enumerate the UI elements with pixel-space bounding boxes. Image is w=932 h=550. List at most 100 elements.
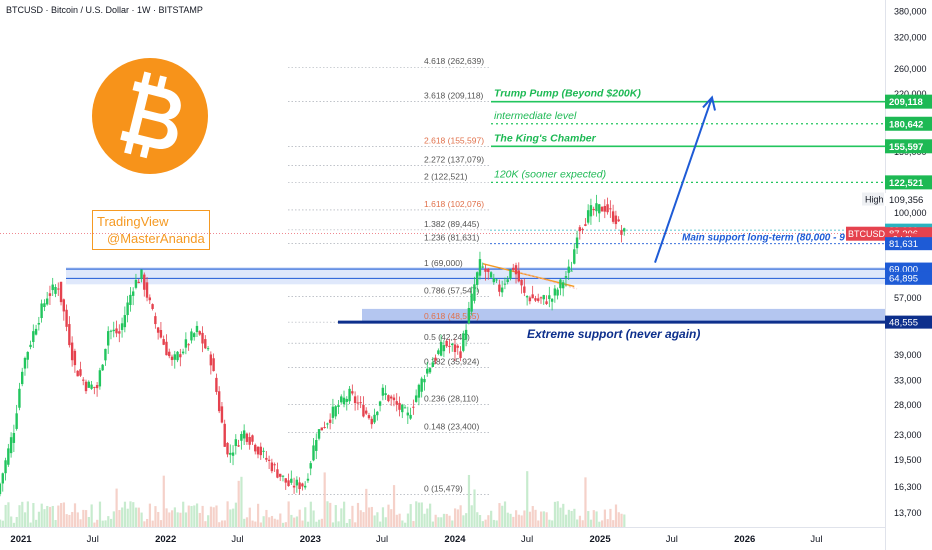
volume-bar (238, 481, 240, 527)
candle-body (312, 445, 314, 460)
candle-body (74, 351, 76, 365)
target-label: Trump Pump (Beyond $200K) (494, 88, 641, 100)
volume-bar (132, 502, 134, 527)
volume-bar (66, 514, 68, 527)
candle-body (229, 453, 231, 455)
volume-bar (357, 503, 359, 527)
candle-body (179, 354, 181, 357)
candle-body (609, 208, 611, 209)
volume-bar (46, 506, 48, 527)
volume-bar (310, 502, 312, 527)
volume-bar (396, 515, 398, 527)
candle-body (60, 282, 62, 302)
candle-body (135, 280, 137, 288)
candle-body (362, 405, 364, 417)
volume-bar (382, 507, 384, 527)
candle-body (71, 343, 73, 361)
candle-body (93, 387, 95, 388)
volume-bar (271, 516, 273, 527)
volume-bar (401, 520, 403, 527)
extreme-support-label: Extreme support (never again) (527, 327, 700, 341)
price-tick-label: 28,000 (894, 400, 922, 410)
volume-bar (509, 514, 511, 527)
candle-body (346, 399, 348, 402)
candle-body (221, 406, 223, 422)
volume-bar (7, 502, 9, 527)
price-tag-label: 109,356 (889, 195, 923, 206)
volume-bar (482, 521, 484, 527)
candle-body (104, 349, 106, 360)
candle-body (518, 270, 520, 281)
volume-bar (149, 504, 151, 527)
volume-bar (354, 522, 356, 527)
price-tick-label: 380,000 (894, 6, 927, 16)
volume-bar (548, 520, 550, 527)
candle-body (409, 415, 411, 419)
time-tick-label: 2021 (10, 534, 32, 545)
price-tick-label: 260,000 (894, 64, 927, 74)
candle-body (415, 395, 417, 401)
volume-bar (226, 501, 228, 527)
candle-body (76, 371, 78, 376)
candle-body (293, 486, 295, 488)
candle-body (529, 297, 531, 301)
volume-bar (496, 520, 498, 527)
candle-body (418, 385, 420, 398)
candle-body (323, 427, 325, 428)
volume-bar (485, 520, 487, 527)
candle-body (54, 287, 56, 294)
candle-body (215, 378, 217, 392)
volume-bar (443, 514, 445, 527)
volume-bar (71, 512, 73, 527)
volume-bar (174, 507, 176, 527)
volume-bar (379, 522, 381, 527)
candle-body (329, 420, 331, 423)
volume-bar (290, 515, 292, 527)
candle-body (182, 352, 184, 354)
volume-bar (293, 518, 295, 527)
volume-bar (41, 504, 43, 527)
candle-body (468, 308, 470, 323)
volume-bar (285, 522, 287, 527)
volume-bar (263, 516, 265, 527)
volume-bar (559, 508, 561, 527)
candle-body (279, 474, 281, 477)
volume-bar (218, 522, 220, 527)
volume-bar (540, 512, 542, 527)
volume-bar (32, 503, 34, 527)
candle-body (0, 484, 1, 494)
volume-bar (113, 511, 115, 527)
target-label: intermediate level (494, 110, 577, 122)
volume-bar (315, 522, 317, 527)
volume-bar (376, 512, 378, 527)
volume-bar (68, 515, 70, 527)
volume-bar (615, 504, 617, 527)
volume-bar (582, 520, 584, 527)
candle-body (470, 294, 472, 312)
volume-bar (188, 506, 190, 527)
volume-bar (243, 519, 245, 527)
volume-bar (96, 520, 98, 527)
candle-body (401, 405, 403, 412)
volume-bar (202, 506, 204, 527)
volume-bar (21, 502, 23, 527)
volume-bar (104, 520, 106, 527)
candle-body (171, 357, 173, 360)
volume-bar (326, 501, 328, 527)
volume-bar (182, 502, 184, 527)
volume-bar (168, 512, 170, 527)
volume-bar (224, 520, 226, 527)
volume-bar (562, 504, 564, 527)
candle-body (612, 211, 614, 222)
candle-body (32, 331, 34, 342)
candle-body (459, 351, 461, 358)
volume-bar (609, 509, 611, 527)
candle-body (4, 460, 6, 473)
candle-body (515, 265, 517, 274)
candle-body (201, 333, 203, 344)
time-tick-label: 2025 (589, 534, 611, 545)
volume-bar (196, 503, 198, 527)
candle-body (615, 216, 617, 225)
volume-bar (468, 475, 470, 527)
